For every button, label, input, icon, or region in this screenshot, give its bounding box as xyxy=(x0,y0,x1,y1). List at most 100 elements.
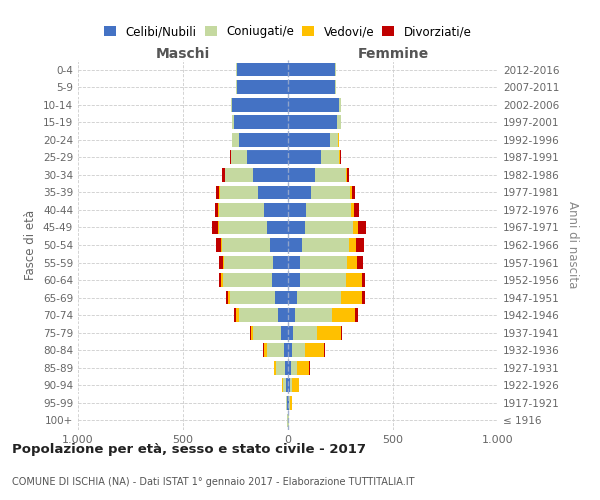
Bar xyxy=(288,116,341,129)
Bar xyxy=(263,344,288,357)
Bar xyxy=(288,150,320,164)
Bar xyxy=(288,186,355,199)
Bar xyxy=(288,291,298,304)
Bar xyxy=(288,186,352,199)
Bar xyxy=(288,308,295,322)
Bar xyxy=(235,308,288,322)
Bar xyxy=(234,308,288,322)
Bar xyxy=(277,361,288,374)
Bar xyxy=(288,220,305,234)
Bar xyxy=(232,150,288,164)
Bar xyxy=(288,238,349,252)
Bar xyxy=(236,63,288,76)
Text: Popolazione per età, sesso e stato civile - 2017: Popolazione per età, sesso e stato civil… xyxy=(12,442,366,456)
Bar xyxy=(216,186,288,199)
Bar xyxy=(288,150,341,164)
Bar xyxy=(239,133,288,146)
Bar xyxy=(232,116,288,129)
Bar xyxy=(232,133,288,146)
Bar xyxy=(288,326,317,340)
Bar xyxy=(288,63,335,76)
Bar xyxy=(288,63,335,76)
Bar xyxy=(283,378,288,392)
Bar xyxy=(218,220,288,234)
Bar xyxy=(267,344,288,357)
Bar xyxy=(288,256,299,270)
Bar xyxy=(222,238,288,252)
Bar xyxy=(288,414,289,427)
Bar xyxy=(288,133,339,146)
Bar xyxy=(236,63,288,76)
Bar xyxy=(284,344,288,357)
Bar xyxy=(275,291,288,304)
Bar xyxy=(288,168,316,181)
Bar xyxy=(288,414,289,427)
Bar xyxy=(215,238,288,252)
Bar xyxy=(288,291,361,304)
Bar xyxy=(288,168,347,181)
Bar xyxy=(232,98,288,112)
Bar xyxy=(257,186,288,199)
Bar xyxy=(274,361,288,374)
Bar xyxy=(218,203,288,217)
Bar xyxy=(288,203,354,217)
Bar xyxy=(251,326,288,340)
Bar xyxy=(232,116,288,129)
Bar xyxy=(218,220,288,234)
Bar xyxy=(288,378,299,392)
Bar xyxy=(288,291,365,304)
Bar xyxy=(288,168,346,181)
Bar xyxy=(224,168,288,181)
Bar xyxy=(288,186,311,199)
Bar xyxy=(288,98,341,112)
Bar xyxy=(286,378,288,392)
Bar xyxy=(288,80,336,94)
Bar xyxy=(236,80,288,94)
Bar xyxy=(285,361,288,374)
Bar xyxy=(235,116,288,129)
Bar xyxy=(288,378,299,392)
Bar xyxy=(288,308,358,322)
Text: Maschi: Maschi xyxy=(156,46,210,60)
Bar xyxy=(228,291,288,304)
Bar xyxy=(270,238,288,252)
Bar xyxy=(226,291,288,304)
Bar xyxy=(288,203,306,217)
Bar xyxy=(288,133,330,146)
Bar xyxy=(288,378,292,392)
Bar xyxy=(287,414,288,427)
Bar xyxy=(288,326,293,340)
Bar xyxy=(223,273,288,287)
Bar xyxy=(288,203,351,217)
Bar xyxy=(288,116,341,129)
Bar xyxy=(288,273,361,287)
Bar xyxy=(288,238,356,252)
Bar xyxy=(288,150,340,164)
Bar xyxy=(288,326,342,340)
Bar xyxy=(286,396,288,409)
Bar xyxy=(264,203,288,217)
Bar xyxy=(287,414,288,427)
Bar xyxy=(236,80,288,94)
Bar xyxy=(288,98,340,112)
Legend: Celibi/Nubili, Coniugati/e, Vedovi/e, Divorziati/e: Celibi/Nubili, Coniugati/e, Vedovi/e, Di… xyxy=(104,25,472,38)
Bar xyxy=(218,256,288,270)
Bar xyxy=(277,308,288,322)
Bar xyxy=(218,273,288,287)
Bar xyxy=(288,308,355,322)
Bar xyxy=(267,220,288,234)
Bar xyxy=(232,98,288,112)
Bar xyxy=(288,344,325,357)
Bar xyxy=(236,63,288,76)
Bar xyxy=(232,98,288,112)
Bar xyxy=(288,361,290,374)
Bar xyxy=(288,256,358,270)
Bar xyxy=(288,80,335,94)
Bar xyxy=(288,80,336,94)
Bar xyxy=(219,186,288,199)
Bar xyxy=(288,98,341,112)
Bar xyxy=(250,326,288,340)
Bar xyxy=(288,150,340,164)
Bar xyxy=(274,256,288,270)
Bar xyxy=(223,256,288,270)
